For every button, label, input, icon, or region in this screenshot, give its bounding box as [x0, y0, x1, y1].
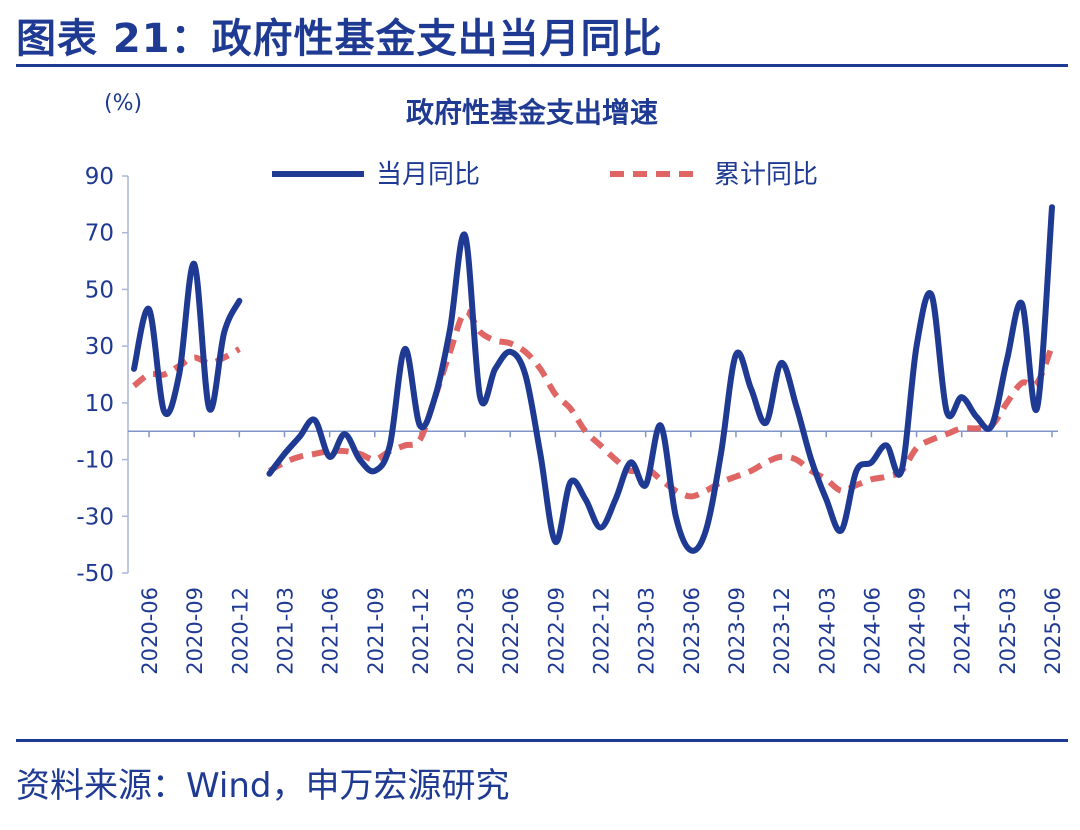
series-monthly-line	[266, 204, 1055, 554]
x-tick-label: 2022-09	[544, 587, 568, 675]
x-tick-label: 2022-06	[499, 587, 523, 675]
x-tick-label: 2023-03	[635, 587, 659, 675]
x-tick-label: 2021-12	[409, 587, 433, 675]
x-tick-label: 2020-12	[228, 587, 252, 675]
series-monthly-line	[131, 260, 243, 417]
x-tick-label: 2020-06	[138, 587, 162, 675]
figure-title: 图表 21：政府性基金支出当月同比	[16, 16, 663, 62]
legend-monthly-label: 当月同比	[376, 160, 480, 190]
x-tick-label: 2023-09	[725, 587, 749, 675]
x-tick-label: 2024-03	[815, 587, 839, 675]
y-tick-label: 30	[85, 334, 114, 360]
x-tick-label: 2020-09	[183, 587, 207, 675]
y-tick-label: 70	[85, 221, 114, 247]
y-axis-unit: (%)	[104, 91, 142, 116]
series-cumulative-line	[267, 308, 1055, 500]
y-axis: 90 70 50 30 10 -10 -30 -50	[76, 164, 129, 587]
bottom-divider	[16, 739, 1068, 742]
plot-area	[131, 204, 1055, 554]
y-tick-label: -10	[76, 448, 114, 474]
y-tick-label: -50	[76, 561, 114, 587]
x-tick-label: 2021-06	[319, 587, 343, 675]
top-divider	[16, 64, 1068, 67]
x-tick-label: 2023-06	[680, 587, 704, 675]
chart-title: 政府性基金支出增速	[406, 96, 658, 129]
x-tick-label: 2021-09	[364, 587, 388, 675]
x-tick-label: 2023-12	[770, 587, 794, 675]
y-tick-label: 10	[85, 391, 114, 417]
line-chart: 政府性基金支出增速 (%) 当月同比 累计同比 90 70 50 30 10 -10 -30 -…	[76, 91, 1065, 675]
x-tick-label: 2024-06	[860, 587, 884, 675]
x-tick-label: 2022-03	[454, 587, 478, 675]
x-tick-label: 2021-03	[273, 587, 297, 675]
source-note: 资料来源：Wind，申万宏源研究	[16, 766, 510, 806]
legend: 当月同比 累计同比	[272, 160, 818, 190]
x-tick-label: 2025-06	[1041, 587, 1065, 675]
legend-cumulative-label: 累计同比	[714, 160, 818, 190]
x-tick-label: 2024-12	[951, 587, 975, 675]
x-tick-label: 2024-09	[906, 587, 930, 675]
x-tick-label: 2025-03	[996, 587, 1020, 675]
series-cumulative-line	[132, 346, 241, 389]
y-tick-label: -30	[76, 504, 114, 530]
y-tick-label: 50	[85, 277, 114, 303]
x-axis: 2020-06 2020-09 2020-12 2021-03 2021-06 2021-…	[128, 430, 1065, 675]
x-tick-label: 2022-12	[590, 587, 614, 675]
y-tick-label: 90	[85, 164, 114, 190]
